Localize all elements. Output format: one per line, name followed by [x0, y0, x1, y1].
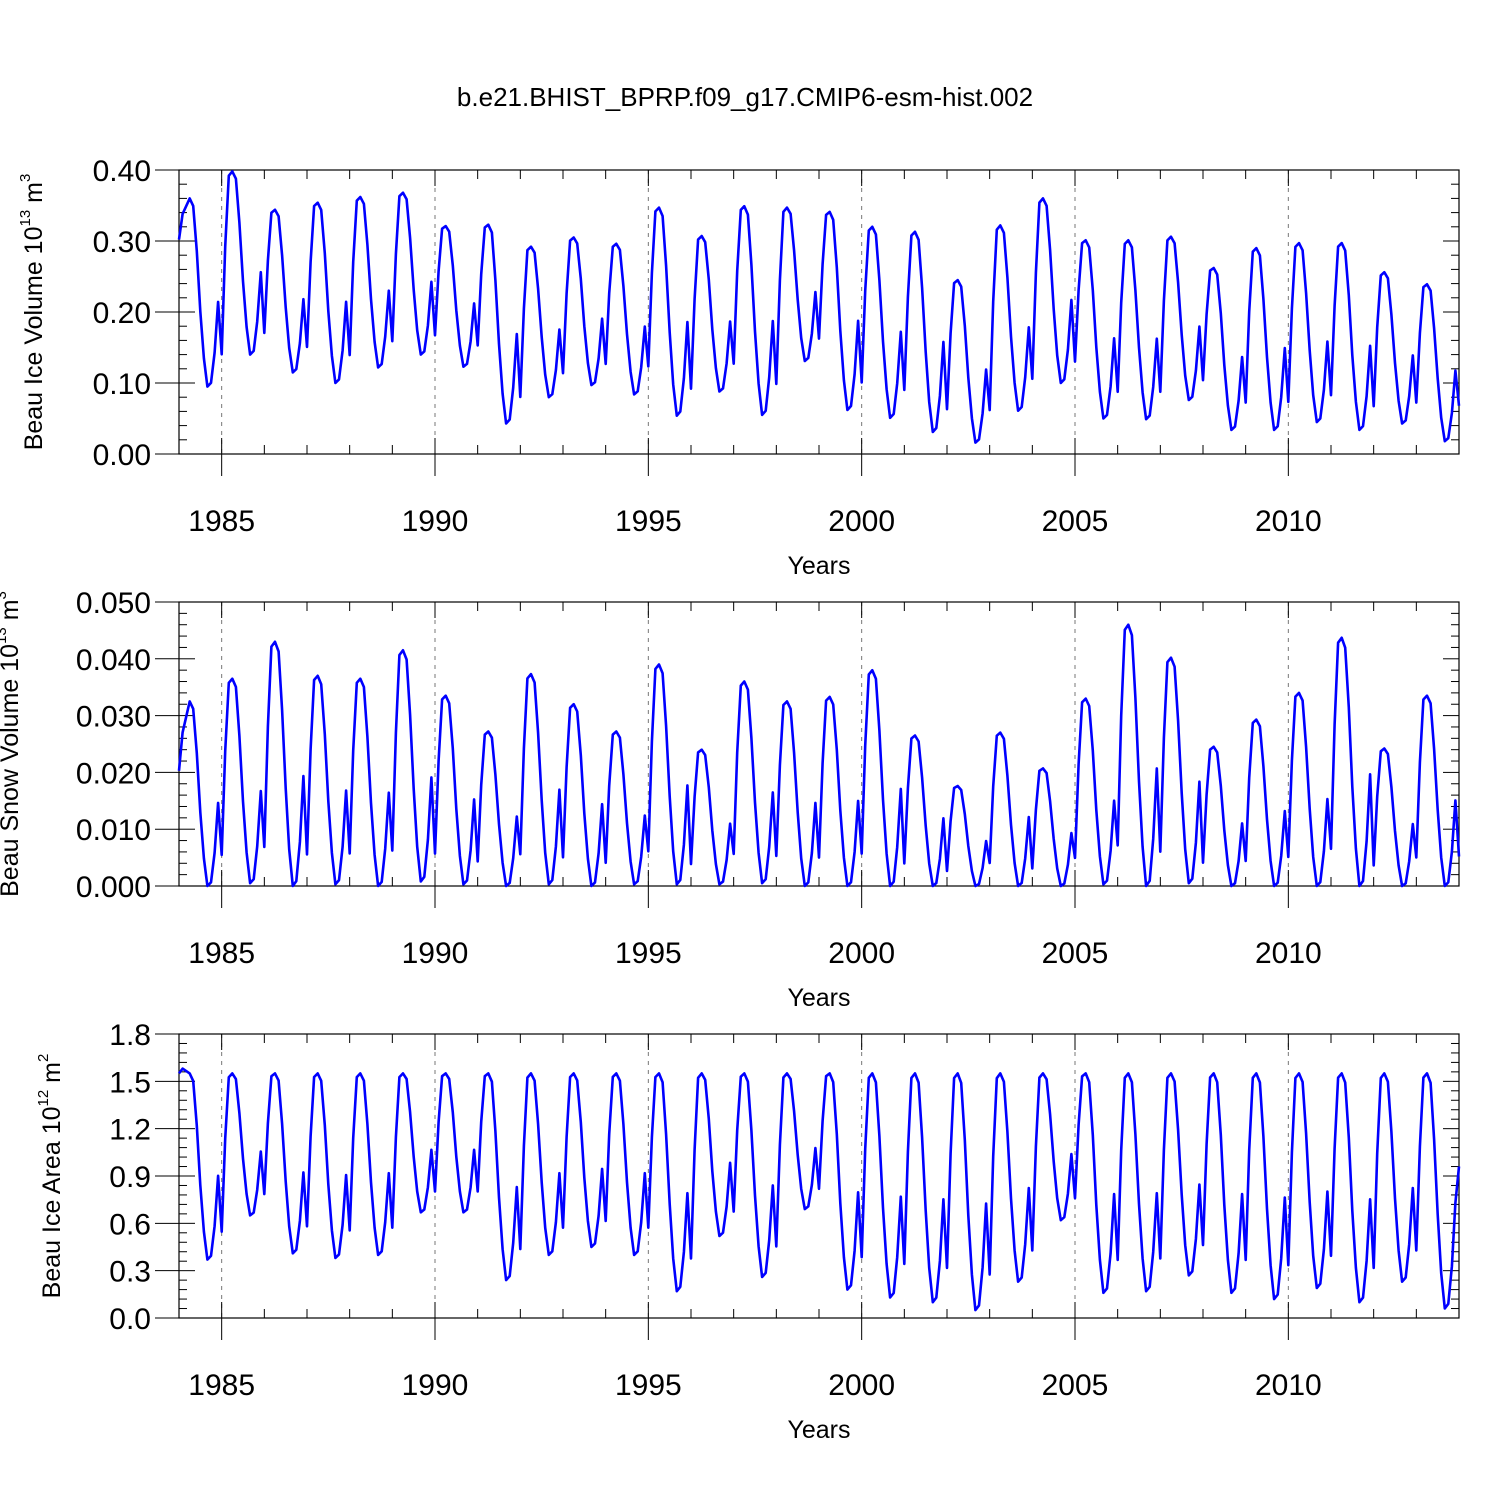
- y-tick-label: 0.40: [93, 155, 151, 188]
- chart-title: b.e21.BHIST_BPRP.f09_g17.CMIP6-esm-hist.…: [457, 82, 1033, 112]
- x-axis-label: Years: [787, 1416, 850, 1444]
- plot-frame: [178, 601, 1460, 887]
- x-tick-label: 1995: [615, 1369, 682, 1402]
- y-tick-label: 0.000: [76, 871, 151, 904]
- y-tick-label: 0.3: [109, 1256, 151, 1289]
- x-tick-label: 2000: [828, 1369, 895, 1402]
- y-tick-label: 0.9: [109, 1161, 151, 1194]
- x-tick-label: 1990: [402, 1369, 469, 1402]
- x-tick-label: 1985: [188, 937, 255, 970]
- chart-panel-2: 0.000 0.010 0.020 0.030 0.040 0.050 1985 1990 19…: [0, 587, 1461, 1012]
- series-line-2: [177, 623, 1461, 888]
- x-tick-label: 1985: [188, 505, 255, 538]
- y-tick-label: 0.020: [76, 757, 151, 790]
- y-tick-label: 0.030: [76, 701, 151, 734]
- y-tick-label: 1.2: [109, 1114, 151, 1147]
- y-tick-label: 1.5: [109, 1066, 151, 1099]
- series-line-1: [177, 170, 1461, 444]
- plot-frame: [178, 169, 1460, 455]
- y-axis-label: Beau Ice Volume 1013 m3: [17, 174, 48, 451]
- x-tick-label: 2005: [1042, 505, 1109, 538]
- x-tick-label: 1990: [402, 937, 469, 970]
- y-tick-label: 0.10: [93, 368, 151, 401]
- y-tick-label: 0.010: [76, 814, 151, 847]
- y-tick-label: 0.0: [109, 1303, 151, 1336]
- y-tick-label: 0.6: [109, 1208, 151, 1241]
- y-tick-label: 0.30: [93, 226, 151, 259]
- chart-panel-3: 0.0 0.3 0.6 0.9 1.2 1.5 1.8 1985 1990 1995 2000 200…: [35, 1019, 1461, 1444]
- x-tick-label: 2010: [1255, 937, 1322, 970]
- x-tick-label: 2005: [1042, 937, 1109, 970]
- x-tick-label: 1995: [615, 505, 682, 538]
- y-tick-label: 1.8: [109, 1019, 151, 1052]
- x-tick-label: 2000: [828, 505, 895, 538]
- chart-panel-1: 0.00 0.10 0.20 0.30 0.40 1985 1990 1995 2000 2005…: [17, 155, 1461, 580]
- x-tick-label: 1995: [615, 937, 682, 970]
- x-tick-label: 2000: [828, 937, 895, 970]
- series-line-3: [177, 1067, 1461, 1312]
- x-tick-label: 2005: [1042, 1369, 1109, 1402]
- y-axis-label: Beau Snow Volume 1013 m3: [0, 591, 24, 897]
- y-tick-label: 0.050: [76, 587, 151, 620]
- y-tick-label: 0.00: [93, 439, 151, 472]
- x-tick-label: 1985: [188, 1369, 255, 1402]
- x-tick-label: 1990: [402, 505, 469, 538]
- x-tick-label: 2010: [1255, 505, 1322, 538]
- x-tick-label: 2010: [1255, 1369, 1322, 1402]
- x-axis-label: Years: [787, 984, 850, 1012]
- x-axis-label: Years: [787, 552, 850, 580]
- y-axis-label: Beau Ice Area 1012 m2: [35, 1054, 66, 1299]
- y-tick-label: 0.20: [93, 297, 151, 330]
- y-tick-label: 0.040: [76, 644, 151, 677]
- panels: 0.00 0.10 0.20 0.30 0.40 1985 1990 1995 2000 2005…: [0, 155, 1461, 1444]
